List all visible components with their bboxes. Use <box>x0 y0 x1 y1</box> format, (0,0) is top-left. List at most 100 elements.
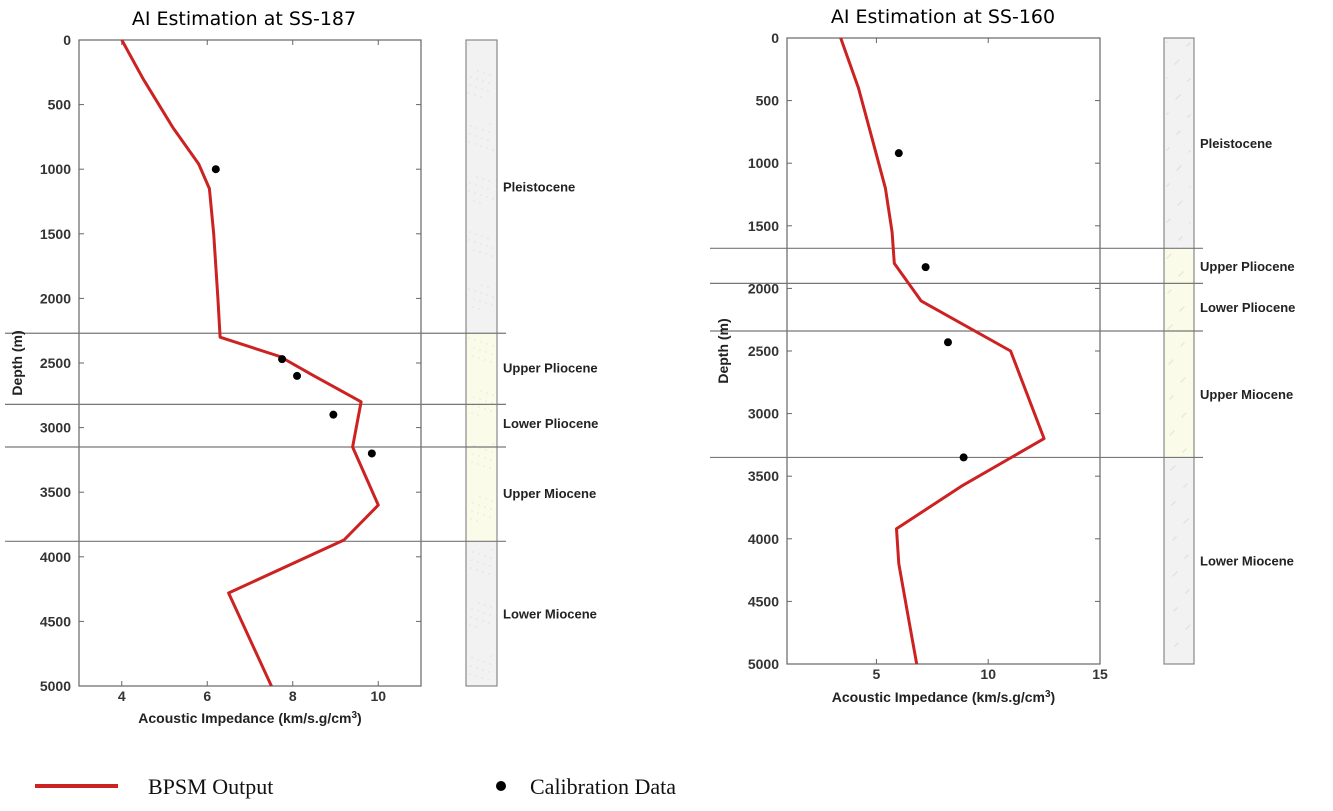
column-texture-dot <box>1181 272 1183 274</box>
column-texture-dot <box>1189 42 1191 44</box>
column-texture-dot <box>1173 466 1175 468</box>
column-texture-dot <box>1166 113 1168 115</box>
column-texture-dot <box>1174 501 1176 503</box>
column-texture-dot <box>1182 343 1184 345</box>
column-texture-dot <box>480 243 482 245</box>
column-texture-dot <box>482 80 484 82</box>
column-texture-dot <box>489 565 491 567</box>
column-texture-dot <box>487 139 489 141</box>
column-texture-dot <box>483 465 485 467</box>
data-point-calibration-data <box>211 165 220 174</box>
column-texture-dot <box>1175 98 1177 100</box>
y-tick-label: 3500 <box>40 484 71 500</box>
column-texture-dot <box>1169 218 1171 220</box>
column-texture-dot <box>1176 169 1178 171</box>
column-texture-dot <box>1181 380 1183 382</box>
column-texture-dot <box>488 82 490 84</box>
column-texture-dot <box>478 504 480 506</box>
column-texture-dot <box>1184 413 1186 415</box>
column-texture-dot <box>491 549 493 551</box>
column-texture-dot <box>474 94 476 96</box>
column-texture-dot <box>1179 166 1181 168</box>
column-texture-dot <box>487 188 489 190</box>
column-texture-dot <box>1183 522 1185 524</box>
column-texture-dot <box>1183 450 1185 452</box>
column-texture-dot <box>469 624 471 626</box>
data-point-calibration-data <box>329 410 338 419</box>
column-texture-dot <box>1180 237 1182 239</box>
chart-ss187: AI Estimation at SS-187 Pleistocene Upper … <box>5 8 598 726</box>
column-texture-dot <box>484 555 486 557</box>
y-tick-label: 3000 <box>40 420 71 436</box>
x-tick-label: 5 <box>873 666 881 682</box>
column-texture-dot <box>1176 571 1178 573</box>
column-texture-dot <box>1176 61 1178 63</box>
column-frame <box>465 39 498 687</box>
column-texture-dot <box>1171 324 1173 326</box>
column-texture-dot <box>472 502 474 504</box>
column-texture-dot <box>1189 186 1191 188</box>
y-tick-label: 500 <box>756 93 780 109</box>
column-texture-dot <box>1169 398 1171 400</box>
chart-title: AI Estimation at SS-187 <box>132 8 356 30</box>
column-texture-dot <box>1182 307 1184 309</box>
column-texture-dot <box>492 149 494 151</box>
column-texture-dot <box>469 231 471 233</box>
column-texture-dot <box>1189 78 1191 80</box>
column-texture-dot <box>492 296 494 298</box>
column-texture-dot <box>473 347 475 349</box>
column-texture-dot <box>1176 607 1178 609</box>
column-texture-dot <box>474 241 476 243</box>
column-texture-dot <box>1177 168 1179 170</box>
column-texture-dot <box>472 453 474 455</box>
column-texture-dot <box>1170 433 1172 435</box>
column-texture-dot <box>488 573 490 575</box>
chart-ss160: AI Estimation at SS-160 Pleistocene Upper … <box>710 6 1295 705</box>
column-texture-dot <box>492 345 494 347</box>
column-texture-dot <box>1169 326 1171 328</box>
column-texture-dot <box>1170 469 1172 471</box>
column-unit-lower-pliocene <box>1164 283 1194 331</box>
column-texture-dot <box>490 606 492 608</box>
column-texture-dot <box>479 349 481 351</box>
column-texture-dot <box>1184 521 1186 523</box>
column-texture-dot <box>490 459 492 461</box>
column-texture-dot <box>474 143 476 145</box>
column-texture-dot <box>1172 431 1174 433</box>
column-texture-dot <box>468 43 470 45</box>
column-texture-dot <box>1178 203 1180 205</box>
column-texture-dot <box>489 123 491 125</box>
column-texture-dot <box>1166 257 1168 259</box>
column-texture-dot <box>1183 342 1185 344</box>
data-point-calibration-data <box>894 149 903 158</box>
column-texture-dot <box>1168 291 1170 293</box>
column-texture-dot <box>472 551 474 553</box>
column-texture-dot <box>1166 185 1168 187</box>
column-texture-dot <box>470 567 472 569</box>
column-texture-dot <box>1180 165 1182 167</box>
column-texture-dot <box>490 557 492 559</box>
column-texture-dot <box>475 675 477 677</box>
column-texture-dot <box>485 449 487 451</box>
column-texture-dot <box>468 288 470 290</box>
column-texture-dot <box>482 178 484 180</box>
column-texture-dot <box>487 90 489 92</box>
column-texture-dot <box>489 467 491 469</box>
column-texture-dot <box>1188 625 1190 627</box>
column-texture-dot <box>487 679 489 681</box>
column-texture-dot <box>476 569 478 571</box>
column-texture-dot <box>480 390 482 392</box>
column-texture-dot <box>1167 220 1169 222</box>
y-tick-label: 1000 <box>748 155 779 171</box>
column-texture-dot <box>1183 414 1185 416</box>
column-texture-dot <box>1181 416 1183 418</box>
column-texture-dot <box>469 84 471 86</box>
y-tick-label: 4000 <box>40 549 71 565</box>
column-texture-dot <box>1187 626 1189 628</box>
column-texture-dot <box>480 194 482 196</box>
column-texture-dot <box>486 196 488 198</box>
y-tick-label: 3000 <box>748 406 779 422</box>
column-texture-dot <box>1186 555 1188 557</box>
column-texture-dot <box>480 341 482 343</box>
